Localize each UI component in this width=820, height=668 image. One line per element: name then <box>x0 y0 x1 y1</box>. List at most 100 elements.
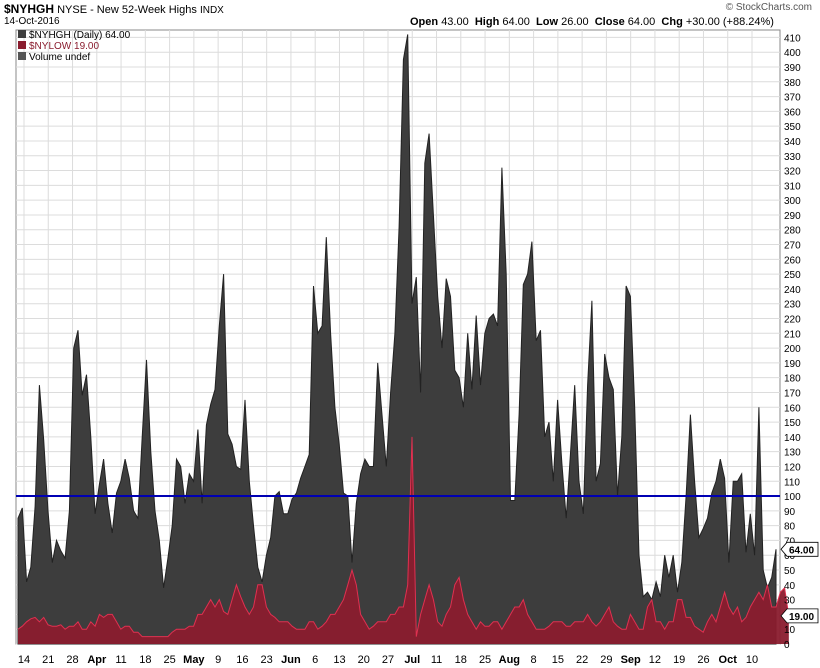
x-tick-label: 6 <box>312 654 318 666</box>
x-tick-label: 25 <box>163 654 175 666</box>
y-tick-label: 310 <box>784 181 801 192</box>
chg-label: Chg <box>661 16 683 28</box>
y-tick-label: 120 <box>784 462 801 473</box>
last-value-nylow: 19.00 <box>789 612 814 623</box>
y-tick-label: 190 <box>784 359 801 370</box>
y-tick-label: 380 <box>784 78 801 89</box>
legend-nylow: $NYLOW 19.00 <box>29 41 99 52</box>
x-tick-label: 11 <box>115 654 126 666</box>
x-tick-label: 21 <box>42 654 54 666</box>
x-tick-label: 29 <box>600 654 612 666</box>
chart-header: $NYHGH NYSE - New 52-Week Highs INDX <box>4 2 224 16</box>
x-tick-label: 25 <box>479 654 491 666</box>
ohlc-readout: Open 43.00 High 64.00 Low 26.00 Close 64… <box>410 16 774 28</box>
last-value-nylow-box <box>780 608 819 624</box>
x-tick-label: 19 <box>673 654 685 666</box>
symbol-description: NYSE - New 52-Week Highs <box>57 4 197 16</box>
high-value: 64.00 <box>502 16 530 28</box>
y-tick-label: 250 <box>784 270 801 281</box>
last-value-nyhgh-box <box>780 541 819 557</box>
y-tick-label: 30 <box>784 596 796 607</box>
x-tick-label: 12 <box>649 654 661 666</box>
x-tick-label: Apr <box>87 654 107 666</box>
y-tick-label: 390 <box>784 63 801 74</box>
y-tick-label: 200 <box>784 344 801 355</box>
y-tick-label: 300 <box>784 196 801 207</box>
x-tick-label: 28 <box>66 654 78 666</box>
x-tick-label: Sep <box>621 654 641 666</box>
x-tick-label: 14 <box>18 654 30 666</box>
y-tick-label: 400 <box>784 48 801 59</box>
x-tick-label: 11 <box>431 654 442 666</box>
legend-swatch-volume <box>18 52 26 60</box>
high-label: High <box>474 16 500 28</box>
chg-value: +30.00 (+88.24%) <box>685 16 774 28</box>
legend-swatch-nylow <box>18 41 26 49</box>
x-tick-label: 13 <box>333 654 345 666</box>
x-tick-label: 18 <box>139 654 151 666</box>
y-tick-label: 320 <box>784 167 801 178</box>
y-tick-label: 350 <box>784 122 801 133</box>
y-tick-label: 90 <box>784 507 796 518</box>
y-tick-label: 150 <box>784 418 801 429</box>
low-label: Low <box>536 16 559 28</box>
y-tick-label: 50 <box>784 566 796 577</box>
index-tag: INDX <box>199 5 224 16</box>
y-tick-label: 370 <box>784 93 801 104</box>
y-tick-label: 330 <box>784 152 801 163</box>
x-tick-label: May <box>183 654 205 666</box>
y-tick-label: 140 <box>784 433 801 444</box>
series-area-nyhgh <box>17 34 777 645</box>
brand-watermark: © StockCharts.com <box>725 2 812 13</box>
legend-nyhgh: $NYHGH (Daily) 64.00 <box>29 30 131 41</box>
y-tick-label: 170 <box>784 388 801 399</box>
y-tick-label: 410 <box>784 33 801 44</box>
y-tick-label: 280 <box>784 226 801 237</box>
x-tick-label: 10 <box>746 654 758 666</box>
x-tick-label: 9 <box>215 654 221 666</box>
y-tick-label: 260 <box>784 255 801 266</box>
y-tick-label: 10 <box>784 625 796 636</box>
axes: 0102030405060708090100110120130140150160… <box>18 33 819 666</box>
legend-swatch-nyhgh <box>18 30 26 38</box>
open-label: Open <box>410 16 439 28</box>
x-tick-label: Jun <box>281 654 301 666</box>
x-tick-label: 23 <box>261 654 273 666</box>
y-tick-label: 270 <box>784 241 801 252</box>
y-tick-label: 160 <box>784 403 801 414</box>
y-tick-label: 290 <box>784 211 801 222</box>
y-tick-label: 80 <box>784 522 796 533</box>
low-value: 26.00 <box>561 16 589 28</box>
series-areas <box>16 34 790 645</box>
y-tick-label: 60 <box>784 551 796 562</box>
series-line-nylow <box>17 436 790 638</box>
x-tick-label: 16 <box>236 654 248 666</box>
symbol-label: $NYHGH <box>4 2 55 16</box>
y-tick-label: 210 <box>784 329 801 340</box>
x-tick-label: Jul <box>404 654 420 666</box>
y-tick-label: 110 <box>784 477 800 488</box>
last-value-nyhgh: 64.00 <box>789 545 814 556</box>
x-tick-label: 15 <box>552 654 564 666</box>
x-tick-label: 22 <box>576 654 588 666</box>
x-tick-label: 26 <box>697 654 709 666</box>
chart-date: 14-Oct-2016 <box>4 16 60 27</box>
x-tick-label: 20 <box>358 654 370 666</box>
legend-volume: Volume undef <box>29 52 90 63</box>
close-label: Close <box>594 16 625 28</box>
y-tick-label: 130 <box>784 448 801 459</box>
y-tick-label: 240 <box>784 285 801 296</box>
legend: $NYHGH (Daily) 64.00 $NYLOW 19.00 Volume… <box>18 30 131 63</box>
open-value: 43.00 <box>441 16 469 28</box>
x-tick-label: 8 <box>531 654 537 666</box>
x-tick-label: Aug <box>499 654 520 666</box>
y-tick-label: 360 <box>784 107 801 118</box>
x-tick-label: Oct <box>719 654 738 666</box>
y-tick-label: 100 <box>784 492 801 503</box>
y-tick-label: 180 <box>784 374 801 385</box>
y-tick-label: 40 <box>784 581 796 592</box>
x-tick-label: 18 <box>455 654 467 666</box>
series-area-nylow <box>18 436 789 644</box>
x-tick-label: 27 <box>382 654 394 666</box>
